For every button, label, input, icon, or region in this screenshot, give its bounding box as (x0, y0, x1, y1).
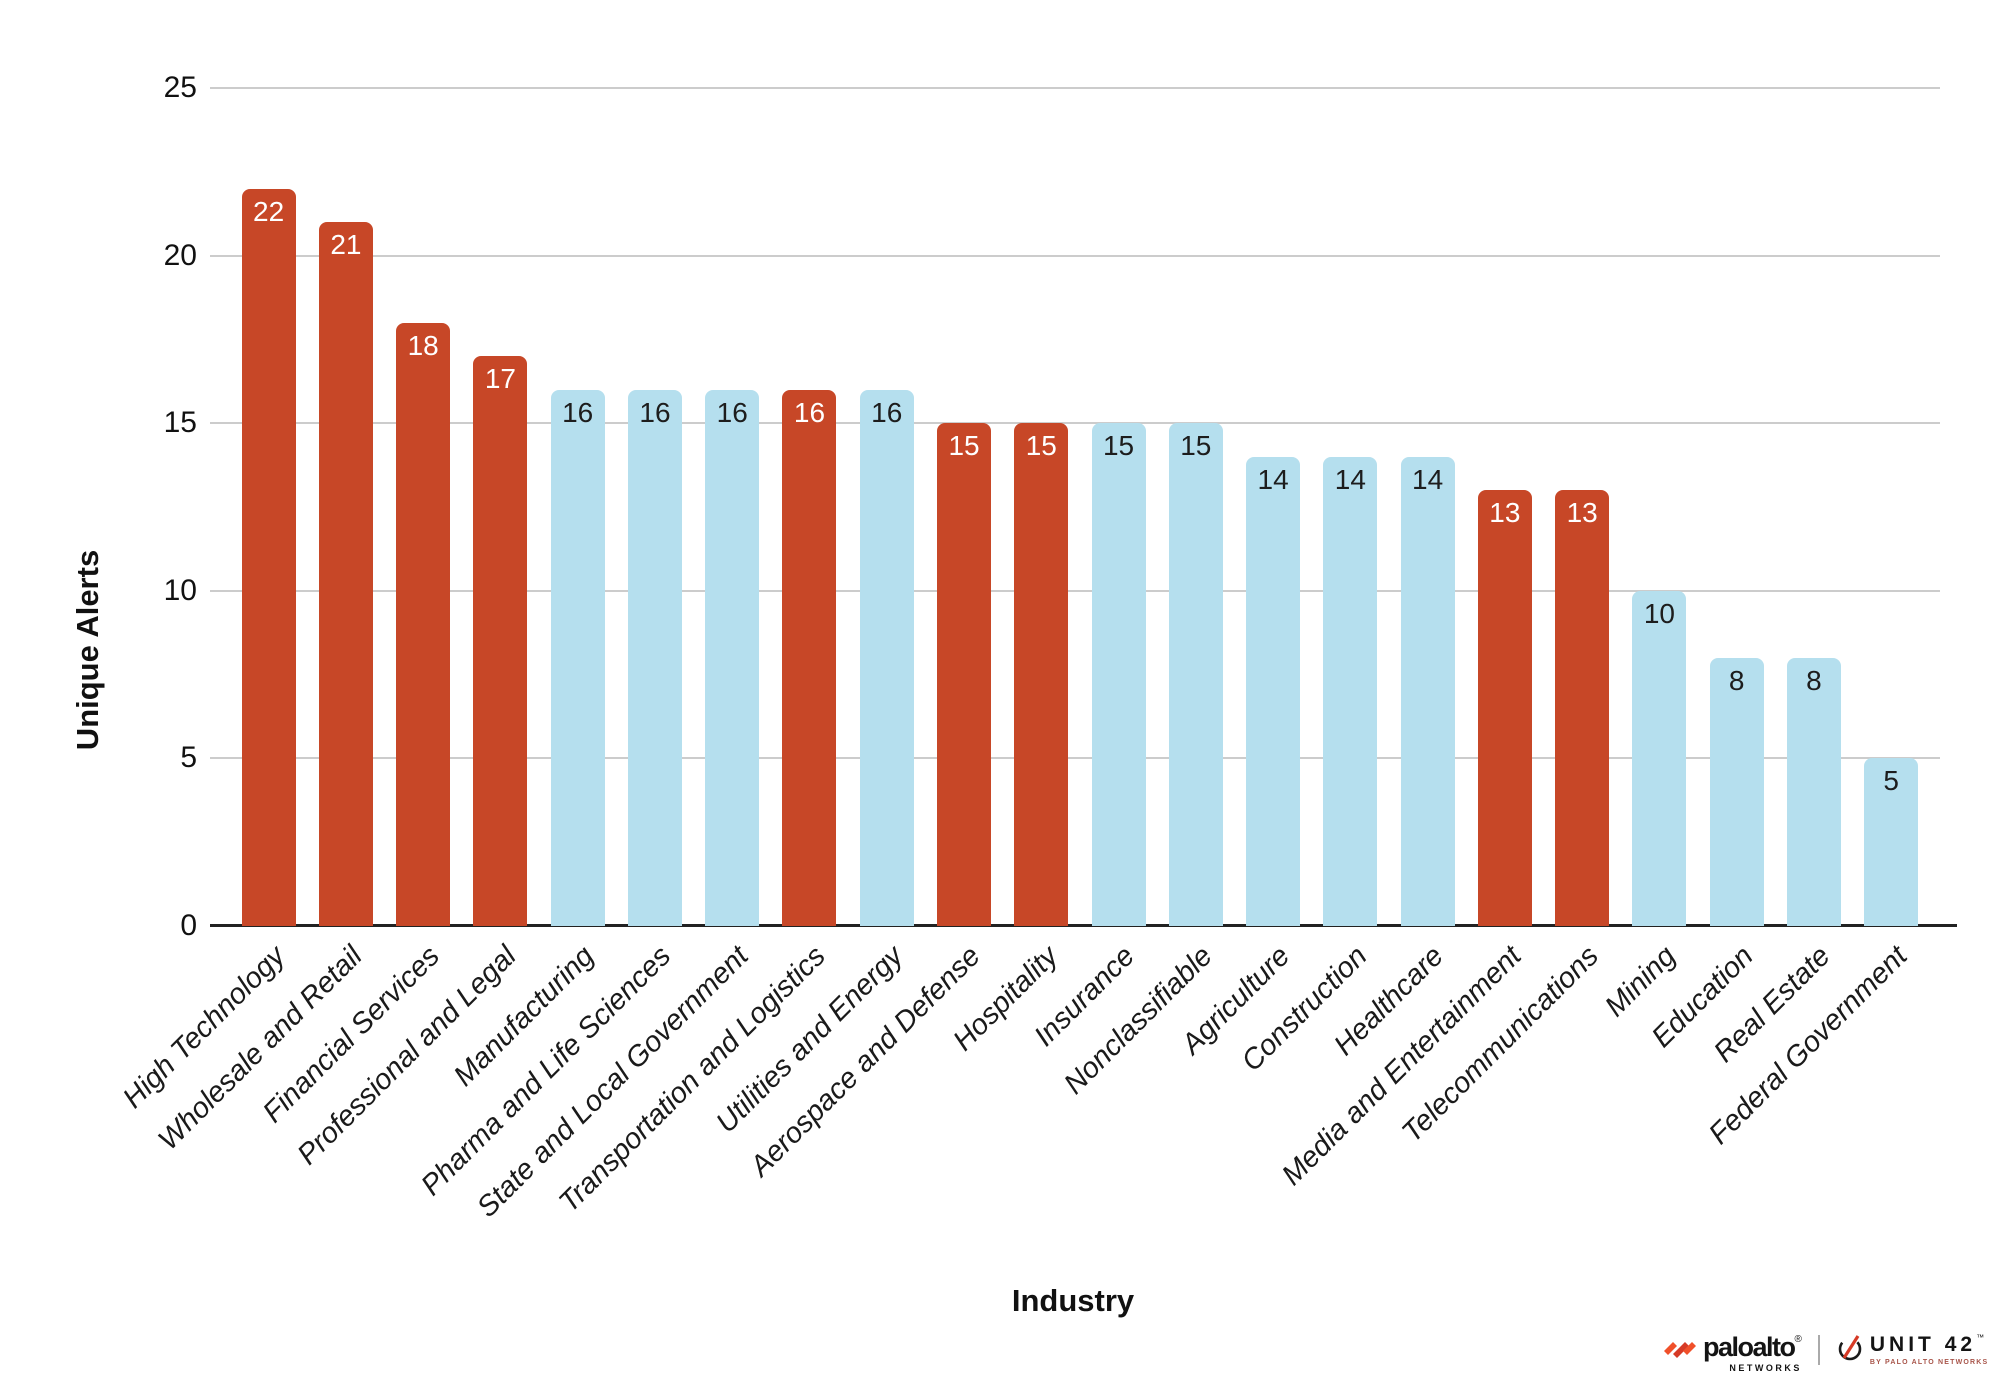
bar-real-estate: 8 (1786, 657, 1841, 926)
y-axis-tick-label: 0 (180, 909, 197, 942)
y-axis-tick-label: 25 (163, 71, 197, 104)
bar-value-label: 16 (871, 396, 903, 428)
bar-slot: 10 (1621, 88, 1698, 926)
bar-pharma-and-life-sciences: 16 (627, 389, 682, 926)
y-axis-tick-label: 5 (180, 741, 197, 775)
bar-nonclassifiable: 15 (1168, 423, 1223, 926)
bar-media-and-entertainment: 13 (1477, 490, 1532, 926)
bar-slot: 15 (1157, 88, 1234, 926)
bar-value-label: 13 (1566, 497, 1598, 529)
bar-slot: 22 (230, 88, 307, 926)
bar-value-label: 17 (484, 363, 516, 395)
unit42-logo: UNIT 42 ™ BY PALO ALTO NETWORKS (1836, 1334, 1989, 1367)
bar-slot: 13 (1544, 88, 1621, 926)
x-axis-line (210, 924, 1958, 927)
gridline (210, 254, 1940, 257)
gridline (210, 757, 1940, 760)
bar-value-label: 15 (1025, 430, 1057, 462)
bar-value-label: 15 (1102, 430, 1135, 462)
bar-high-technology: 22 (241, 188, 296, 926)
paloalto-wordmark: paloalto (1703, 1332, 1796, 1362)
bar-slot: 14 (1389, 88, 1466, 926)
bar-transportation-and-logistics: 16 (782, 389, 837, 926)
bar-value-label: 14 (1334, 463, 1366, 495)
bar-value-label: 8 (1806, 664, 1822, 696)
y-axis-tick-label: 15 (163, 406, 197, 440)
unit42-icon (1836, 1334, 1864, 1367)
bar-slot: 21 (307, 88, 384, 926)
bar-value-label: 10 (1643, 597, 1675, 629)
bars-container: 22 21 18 17 16 16 16 16 16 15 15 15 15 14 14 14 13 13 10 8 8… (230, 88, 1930, 926)
bar-slot: 16 (539, 88, 616, 926)
bar-slot: 16 (771, 88, 848, 926)
bar-manufacturing: 16 (550, 389, 605, 926)
registered-mark: ® (1794, 1334, 1802, 1345)
paloalto-icon (1664, 1334, 1696, 1367)
trademark-mark: ™ (1976, 1333, 1985, 1342)
bar-value-label: 14 (1412, 463, 1444, 495)
bar-value-label: 5 (1883, 765, 1899, 797)
y-axis-tick-label: 10 (163, 573, 197, 607)
bar-financial-services: 18 (396, 322, 451, 926)
bar-slot: 13 (1466, 88, 1543, 926)
bar-slot: 17 (462, 88, 539, 926)
bar-slot: 16 (694, 88, 771, 926)
bar-value-label: 13 (1489, 497, 1521, 529)
bar-slot: 14 (1234, 88, 1311, 926)
bar-value-label: 21 (330, 229, 362, 261)
bar-federal-government: 5 (1864, 758, 1919, 926)
bar-value-label: 14 (1257, 463, 1289, 495)
bar-slot: 15 (1003, 88, 1080, 926)
bar-value-label: 16 (562, 396, 594, 428)
bar-wholesale-and-retail: 21 (318, 222, 373, 926)
bar-slot: 16 (616, 88, 693, 926)
gridline (210, 87, 1940, 89)
footer-logos: paloalto ® NETWORKS UNIT 42 ™ BY PALO AL… (1664, 1334, 1988, 1373)
bar-slot: 16 (848, 88, 925, 926)
bar-slot: 5 (1853, 88, 1930, 926)
bar-slot: 8 (1775, 88, 1852, 926)
bar-slot: 15 (1080, 88, 1157, 926)
bar-slot: 14 (1312, 88, 1389, 926)
bar-slot: 18 (385, 88, 462, 926)
y-axis-title: Unique Alerts (70, 549, 105, 751)
bar-slot: 8 (1698, 88, 1775, 926)
bar-aerospace-and-defense: 15 (937, 423, 992, 926)
bar-education: 8 (1709, 657, 1764, 926)
paloalto-networks-label: NETWORKS (1729, 1363, 1802, 1373)
paloalto-networks-logo: paloalto ® NETWORKS (1664, 1334, 1802, 1373)
gridline (210, 589, 1940, 592)
bar-healthcare: 14 (1400, 456, 1455, 926)
plot-area: 22 21 18 17 16 16 16 16 16 15 15 15 15 14 14 14 13 13 10 8 8… (210, 87, 1958, 927)
logo-divider (1817, 1335, 1820, 1365)
x-axis-title: Industry (1011, 1283, 1135, 1318)
bar-construction: 14 (1323, 456, 1378, 926)
bar-value-label: 22 (253, 195, 285, 227)
y-axis-tick-label: 20 (163, 238, 197, 272)
bar-mining: 10 (1632, 590, 1687, 926)
bar-value-label: 8 (1728, 664, 1745, 696)
bar-value-label: 16 (716, 396, 748, 428)
gridline (210, 422, 1940, 425)
bar-agriculture: 14 (1246, 456, 1301, 926)
bar-value-label: 18 (407, 329, 439, 361)
bar-telecommunications: 13 (1555, 490, 1610, 926)
bar-value-label: 15 (948, 430, 980, 462)
bar-insurance: 15 (1091, 423, 1146, 926)
unit42-sub-label: BY PALO ALTO NETWORKS (1869, 1359, 1989, 1366)
bar-hospitality: 15 (1014, 423, 1069, 926)
bar-slot: 15 (925, 88, 1002, 926)
bar-value-label: 16 (639, 396, 671, 428)
bar-professional-and-legal: 17 (473, 356, 528, 926)
unit42-wordmark: UNIT 42 (1869, 1333, 1977, 1356)
bar-value-label: 16 (793, 396, 826, 428)
bar-value-label: 15 (1180, 430, 1212, 462)
bar-state-and-local-government: 16 (705, 389, 760, 926)
bar-utilities-and-energy: 16 (859, 389, 914, 926)
